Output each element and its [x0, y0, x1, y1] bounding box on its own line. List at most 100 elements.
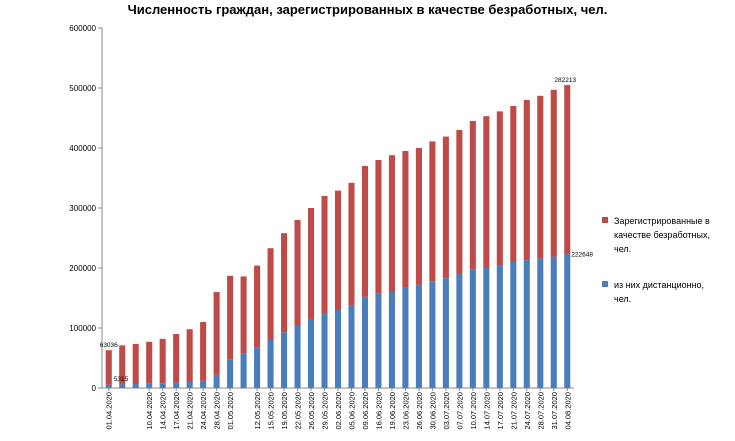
bar-remote — [159, 383, 166, 388]
bar-remote — [415, 284, 422, 388]
x-tick-label: 01.04.2020 — [105, 392, 114, 430]
chart-title: Численность граждан, зарегистрированных … — [127, 2, 608, 17]
bar-remote — [334, 310, 342, 388]
bar-remote — [375, 293, 382, 388]
x-tick-label: 03.07.2020 — [442, 392, 451, 430]
bar-remote — [173, 382, 180, 388]
y-tick-label: 200000 — [69, 264, 96, 273]
bar-registered — [294, 220, 301, 325]
bar-remote — [321, 313, 328, 388]
bar-registered — [537, 95, 544, 259]
bar-remote — [564, 254, 571, 388]
x-tick-label: 31.07.2020 — [550, 392, 559, 430]
x-tick-label: 26.06.2020 — [415, 392, 424, 430]
bar-remote — [294, 325, 301, 388]
bar-registered — [496, 111, 503, 266]
legend-swatch-remote — [602, 281, 608, 287]
bar-registered — [159, 338, 166, 384]
bar-remote — [496, 265, 503, 388]
bar-registered — [388, 155, 395, 292]
bar-registered — [186, 329, 193, 382]
bar-remote — [307, 319, 315, 388]
x-tick-label: 26.05.2020 — [307, 392, 316, 430]
bar-remote — [213, 374, 220, 388]
bar-registered — [146, 341, 153, 384]
data-label: 5315 — [114, 376, 129, 383]
bar-registered — [132, 343, 139, 385]
x-tick-label: 17.04.2020 — [172, 392, 181, 430]
bar-registered — [510, 106, 517, 262]
x-tick-label: 19.05.2020 — [280, 392, 289, 430]
y-tick-label: 300000 — [69, 204, 96, 213]
x-tick-label: 01.05.2020 — [226, 392, 235, 430]
x-tick-label: 17.07.2020 — [496, 392, 505, 430]
bar-remote — [361, 296, 369, 388]
bar-registered — [456, 130, 463, 274]
data-label: 222648 — [571, 251, 593, 258]
bar-remote — [186, 382, 193, 388]
x-tick-label: 14.04.2020 — [159, 392, 168, 430]
bar-registered — [402, 151, 409, 288]
y-tick-label: 400000 — [69, 144, 96, 153]
bar-remote — [550, 256, 557, 388]
x-tick-label: 30.06.2020 — [428, 392, 437, 430]
y-tick-label: 100000 — [69, 324, 96, 333]
bar-remote — [483, 268, 490, 388]
bar-remote — [227, 359, 234, 388]
x-tick-label: 05.06.2020 — [347, 392, 356, 430]
bar-remote — [240, 353, 247, 388]
bar-remote — [105, 384, 112, 388]
x-tick-label: 09.06.2020 — [361, 392, 370, 430]
bar-registered — [523, 100, 530, 261]
data-label: 63036 — [100, 342, 118, 349]
x-tick-label: 24.04.2020 — [199, 392, 208, 430]
bar-remote — [388, 292, 395, 388]
bar-registered — [240, 276, 247, 354]
x-tick-label: 02.06.2020 — [334, 392, 343, 430]
bar-registered — [200, 322, 207, 381]
x-tick-label: 22.05.2020 — [294, 392, 303, 430]
bar-registered — [307, 208, 315, 319]
x-tick-label: 19.06.2020 — [388, 392, 397, 430]
bar-remote — [429, 281, 436, 388]
bar-registered — [105, 350, 112, 385]
bar-registered — [550, 89, 557, 257]
x-tick-label: 10.07.2020 — [469, 392, 478, 430]
bar-registered — [442, 136, 449, 279]
bar-registered — [361, 166, 369, 297]
bar-remote — [510, 262, 517, 388]
y-tick-label: 500000 — [69, 84, 96, 93]
x-tick-label: 16.06.2020 — [374, 392, 383, 430]
legend-item-remote: из них дистанционно, чел. — [602, 278, 722, 306]
x-tick-label: 21.04.2020 — [186, 392, 195, 430]
y-tick-label: 0 — [92, 384, 97, 393]
bar-registered — [321, 196, 328, 314]
bar-registered — [469, 121, 476, 270]
bar-registered — [173, 334, 180, 383]
bar-remote — [267, 340, 274, 388]
x-tick-label: 28.04.2020 — [213, 392, 222, 430]
legend-item-registered: Зарегистрированные в качестве безработны… — [602, 214, 722, 256]
x-tick-label: 15.05.2020 — [267, 392, 276, 430]
bar-remote — [523, 260, 530, 388]
y-tick-label: 600000 — [69, 24, 96, 33]
bar-registered — [334, 190, 342, 310]
bar-registered — [227, 275, 234, 360]
legend-label-registered: Зарегистрированные в качестве безработны… — [614, 216, 710, 254]
bar-remote — [146, 383, 153, 388]
bar-remote — [442, 278, 449, 388]
bar-registered — [281, 233, 288, 333]
x-tick-label: 23.06.2020 — [401, 392, 410, 430]
bar-registered — [483, 116, 490, 268]
data-label: 282213 — [554, 77, 576, 84]
bar-remote — [469, 269, 476, 388]
bar-remote — [132, 384, 139, 388]
bar-registered — [375, 160, 382, 294]
x-tick-label: 21.07.2020 — [509, 392, 518, 430]
x-tick-label: 29.05.2020 — [321, 392, 330, 430]
bar-registered — [254, 265, 261, 348]
bar-remote — [281, 332, 288, 388]
bar-remote — [200, 380, 207, 388]
x-tick-label: 12.05.2020 — [253, 392, 262, 430]
